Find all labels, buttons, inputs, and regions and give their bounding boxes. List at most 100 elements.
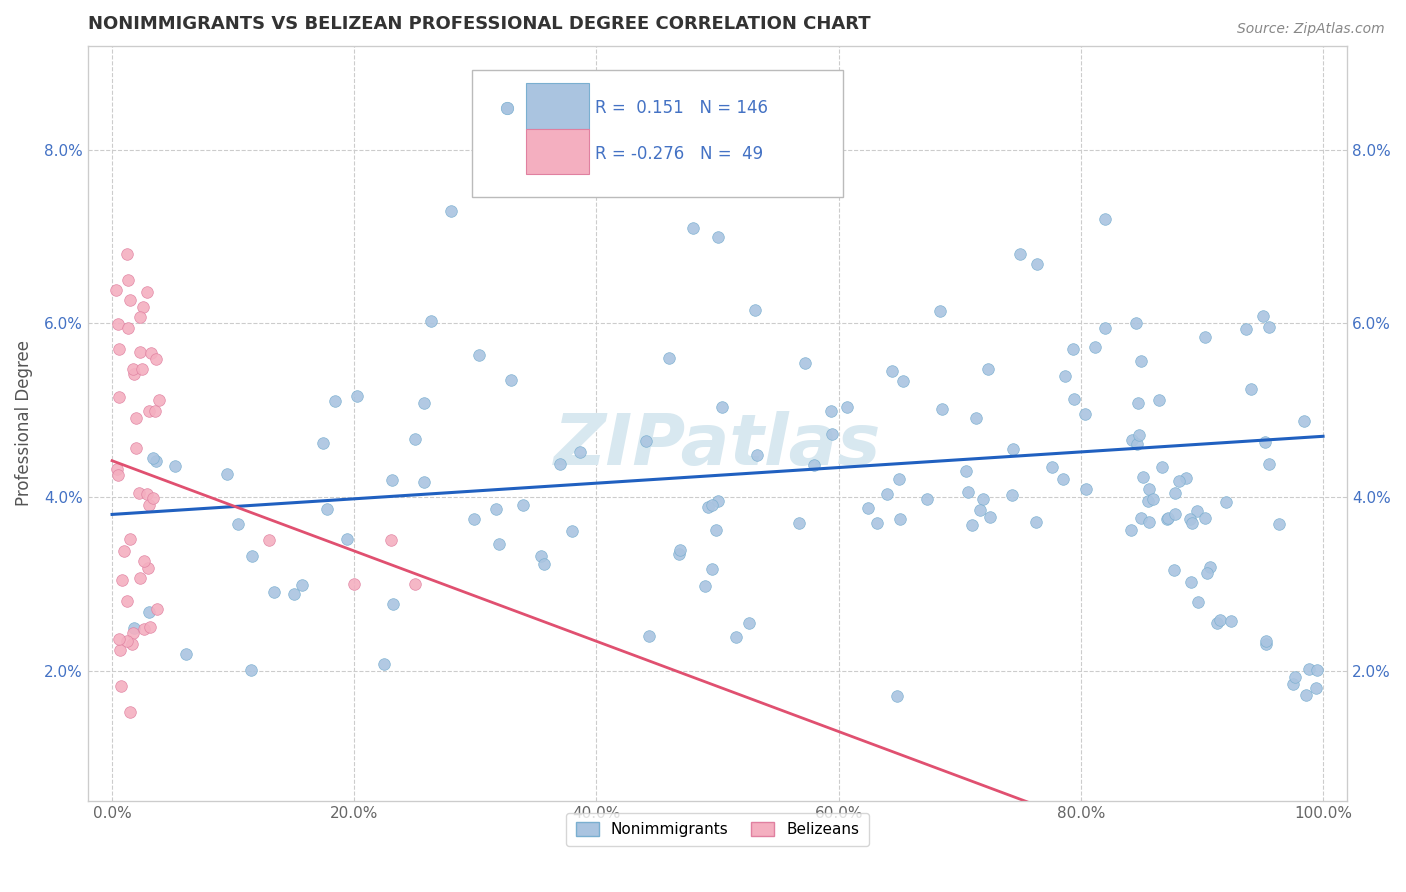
- Point: [107, 468, 129, 483]
- Point: [1295, 688, 1317, 702]
- Point: [512, 499, 534, 513]
- Point: [1305, 681, 1327, 696]
- Point: [239, 663, 262, 677]
- Text: ZIPatlas: ZIPatlas: [554, 411, 882, 481]
- Point: [107, 317, 129, 331]
- Point: [977, 362, 1000, 376]
- Point: [122, 625, 145, 640]
- Point: [138, 498, 160, 512]
- Point: [139, 345, 162, 359]
- Point: [1306, 663, 1329, 677]
- Point: [1156, 511, 1178, 525]
- Point: [1025, 257, 1047, 271]
- Point: [1126, 437, 1149, 451]
- Point: [343, 577, 366, 591]
- Point: [117, 320, 139, 334]
- Point: [548, 457, 571, 471]
- Point: [1175, 471, 1198, 485]
- Point: [148, 392, 170, 407]
- Point: [105, 462, 128, 476]
- Point: [125, 410, 148, 425]
- Point: [129, 345, 152, 359]
- Point: [658, 351, 681, 366]
- Point: [1128, 396, 1150, 410]
- Point: [1128, 428, 1150, 442]
- Point: [136, 561, 159, 575]
- Point: [530, 549, 553, 563]
- Point: [965, 410, 987, 425]
- Point: [373, 657, 395, 671]
- Point: [404, 432, 426, 446]
- Point: [259, 533, 281, 548]
- Point: [738, 616, 761, 631]
- Point: [1142, 491, 1164, 506]
- Point: [1187, 595, 1209, 609]
- Point: [1094, 212, 1116, 227]
- Point: [889, 512, 911, 526]
- Point: [143, 404, 166, 418]
- Point: [955, 465, 977, 479]
- Point: [138, 404, 160, 418]
- Point: [118, 293, 141, 307]
- Point: [1167, 474, 1189, 488]
- Point: [931, 402, 953, 417]
- Point: [110, 679, 132, 693]
- Point: [1094, 320, 1116, 334]
- Point: [215, 467, 238, 482]
- Point: [1137, 515, 1160, 529]
- Point: [108, 390, 131, 404]
- Point: [707, 494, 730, 508]
- Point: [568, 445, 591, 459]
- Point: [1052, 472, 1074, 486]
- Point: [1074, 483, 1097, 497]
- Point: [336, 532, 359, 546]
- Point: [711, 400, 734, 414]
- Point: [668, 542, 690, 557]
- Point: [1254, 434, 1277, 449]
- Point: [1282, 676, 1305, 690]
- Point: [142, 450, 165, 465]
- Point: [1178, 512, 1201, 526]
- Point: [107, 632, 129, 646]
- Point: [499, 373, 522, 387]
- Point: [134, 554, 156, 568]
- Point: [112, 544, 135, 558]
- Point: [138, 605, 160, 619]
- Point: [696, 500, 718, 514]
- Point: [972, 491, 994, 506]
- Point: [858, 500, 880, 515]
- Point: [1084, 340, 1107, 354]
- Point: [1150, 459, 1173, 474]
- Point: [706, 229, 728, 244]
- Point: [380, 533, 402, 548]
- Point: [1156, 512, 1178, 526]
- Point: [120, 532, 142, 546]
- Point: [139, 620, 162, 634]
- Point: [129, 310, 152, 324]
- Point: [1137, 482, 1160, 496]
- Point: [889, 472, 911, 486]
- Point: [346, 389, 368, 403]
- Point: [128, 486, 150, 500]
- Point: [1164, 485, 1187, 500]
- Point: [1257, 457, 1279, 471]
- Point: [561, 524, 583, 538]
- Point: [745, 448, 768, 462]
- Point: [1180, 574, 1202, 589]
- Point: [135, 285, 157, 299]
- Point: [115, 247, 138, 261]
- Point: [1292, 414, 1315, 428]
- Point: [1163, 563, 1185, 577]
- Point: [1185, 504, 1208, 518]
- Text: NONIMMIGRANTS VS BELIZEAN PROFESSIONAL DEGREE CORRELATION CHART: NONIMMIGRANTS VS BELIZEAN PROFESSIONAL D…: [87, 15, 870, 33]
- Point: [121, 637, 143, 651]
- Point: [136, 487, 159, 501]
- Point: [638, 629, 661, 643]
- Point: [886, 690, 908, 704]
- Point: [118, 706, 141, 720]
- Point: [381, 473, 404, 487]
- Point: [668, 547, 690, 561]
- Point: [1063, 392, 1085, 406]
- Point: [131, 362, 153, 376]
- Point: [682, 221, 704, 235]
